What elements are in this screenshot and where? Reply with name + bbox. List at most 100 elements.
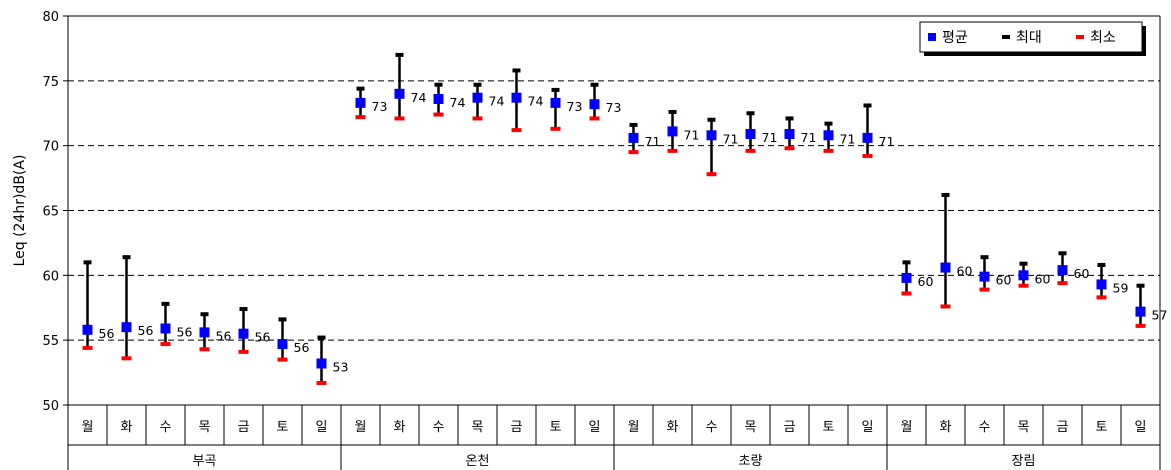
mean-marker	[433, 93, 444, 104]
mean-marker	[1018, 270, 1029, 281]
mean-marker	[979, 271, 990, 282]
data-label: 56	[177, 324, 193, 339]
group-label: 부곡	[193, 454, 217, 469]
mean-marker	[238, 328, 249, 339]
category-label: 일	[589, 420, 601, 435]
data-label: 60	[1074, 266, 1090, 281]
legend-box	[919, 21, 1143, 53]
mean-marker	[82, 324, 93, 335]
min-marker	[238, 349, 249, 354]
category-label: 금	[511, 420, 523, 435]
max-marker	[941, 192, 950, 197]
mean-marker	[277, 339, 288, 350]
data-label: 73	[606, 100, 622, 115]
max-marker	[473, 82, 482, 87]
min-marker	[1135, 323, 1146, 328]
min-marker	[979, 287, 990, 292]
category-label: 수	[706, 420, 718, 435]
legend-label: 최소	[1090, 30, 1116, 46]
min-marker	[511, 128, 522, 133]
category-label: 화	[667, 420, 679, 435]
max-marker	[200, 312, 209, 317]
mean-marker	[199, 327, 210, 338]
category-label: 수	[433, 420, 445, 435]
y-tick-label: 55	[42, 334, 59, 349]
min-marker	[355, 115, 366, 120]
max-marker	[512, 68, 521, 73]
min-marker	[160, 342, 171, 347]
mean-marker	[355, 97, 366, 108]
y-tick-label: 65	[42, 205, 59, 220]
data-label: 56	[216, 328, 232, 343]
mean-marker	[823, 130, 834, 141]
data-label: 74	[450, 95, 466, 110]
mean-marker	[1135, 306, 1146, 317]
max-marker	[746, 111, 755, 116]
data-label: 73	[372, 99, 388, 114]
category-label: 화	[121, 420, 133, 435]
max-marker	[1019, 261, 1028, 266]
legend-max-marker	[1002, 35, 1010, 39]
min-marker	[940, 304, 951, 309]
max-marker	[902, 260, 911, 265]
mean-marker	[940, 262, 951, 273]
data-label: 60	[1035, 271, 1051, 286]
mean-marker	[784, 128, 795, 139]
data-label: 71	[840, 131, 856, 146]
min-marker	[1018, 283, 1029, 288]
mean-marker	[1096, 279, 1107, 290]
category-label: 금	[238, 420, 250, 435]
min-marker	[550, 126, 561, 131]
y-tick-label: 80	[42, 10, 59, 25]
category-label: 화	[394, 420, 406, 435]
data-label: 71	[684, 127, 700, 142]
max-marker	[395, 52, 404, 57]
mean-marker	[667, 126, 678, 137]
max-marker	[551, 87, 560, 92]
data-label: 74	[411, 90, 427, 105]
mean-marker	[316, 358, 327, 369]
max-marker	[1097, 262, 1106, 267]
min-marker	[901, 291, 912, 296]
legend-label: 평균	[942, 30, 968, 46]
category-label: 월	[901, 420, 913, 435]
min-marker	[1057, 281, 1068, 286]
data-label: 74	[528, 94, 544, 109]
max-marker	[1136, 283, 1145, 288]
mean-marker	[862, 132, 873, 143]
mean-marker	[589, 99, 600, 110]
category-label: 토	[277, 420, 289, 435]
data-label: 71	[723, 131, 739, 146]
category-label: 월	[355, 420, 367, 435]
data-label: 56	[255, 330, 271, 345]
mean-marker	[472, 92, 483, 103]
min-marker	[784, 146, 795, 151]
mean-marker	[121, 322, 132, 333]
min-marker	[316, 380, 327, 385]
category-label: 토	[550, 420, 562, 435]
category-label: 일	[862, 420, 874, 435]
data-label: 71	[645, 134, 661, 149]
min-marker	[472, 116, 483, 121]
mean-marker	[901, 272, 912, 283]
max-marker	[980, 255, 989, 260]
category-label: 금	[1057, 420, 1069, 435]
legend-min-marker	[1076, 35, 1084, 39]
y-tick-label: 75	[42, 75, 59, 90]
data-label: 60	[918, 274, 934, 289]
max-marker	[317, 335, 326, 340]
group-label: 장림	[1012, 454, 1036, 469]
min-marker	[862, 154, 873, 159]
min-marker	[394, 116, 405, 121]
category-label: 목	[1018, 420, 1030, 435]
data-label: 56	[294, 340, 310, 355]
min-marker	[589, 116, 600, 121]
max-marker	[590, 82, 599, 87]
mean-marker	[511, 92, 522, 103]
mean-marker	[160, 323, 171, 334]
category-label: 일	[316, 420, 328, 435]
category-label: 월	[82, 420, 94, 435]
mean-marker	[394, 88, 405, 99]
max-marker	[668, 109, 677, 114]
